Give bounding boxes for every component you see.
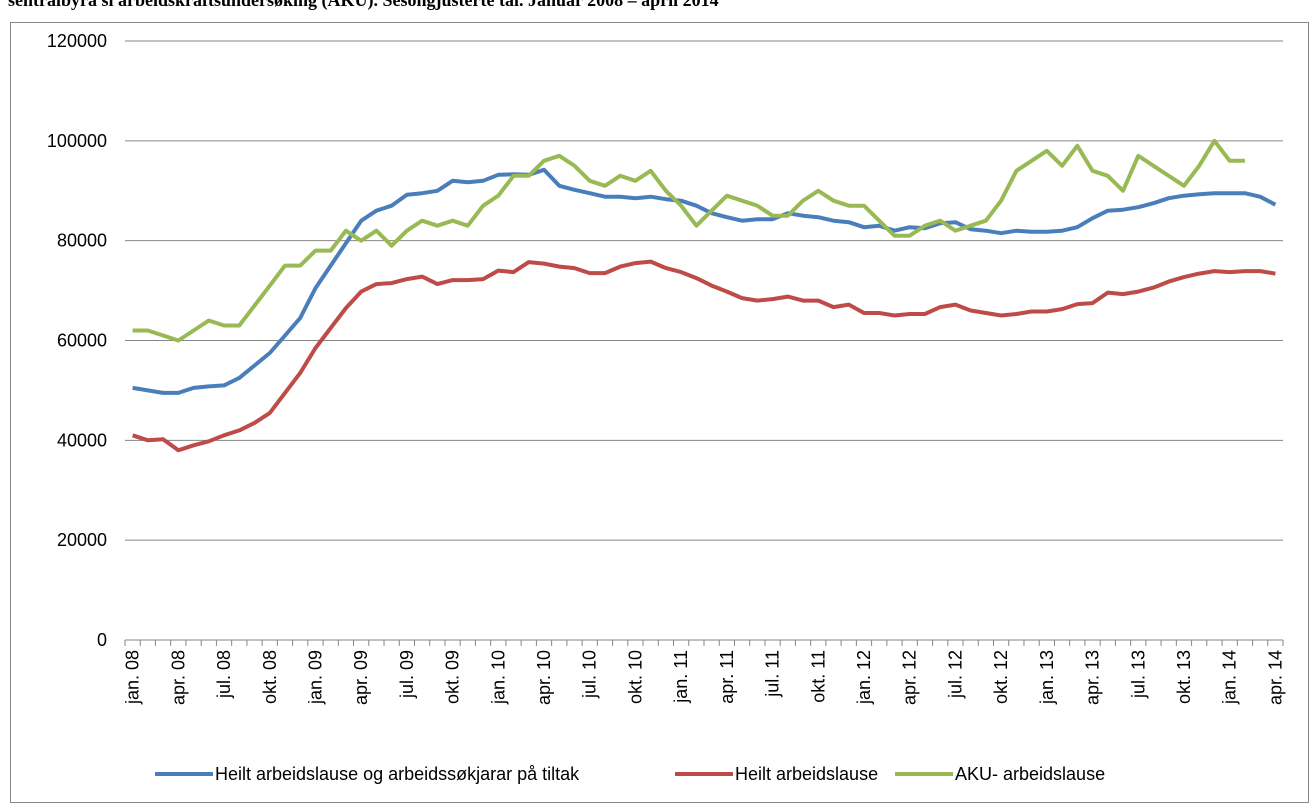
chart-frame <box>10 22 1309 803</box>
x-tick-label: jul. 11 <box>763 650 783 698</box>
y-tick-label: 80000 <box>57 231 107 251</box>
x-tick-label: jan. 14 <box>1220 650 1240 705</box>
x-tick-label: okt. 09 <box>443 650 463 704</box>
series-line <box>131 259 1276 453</box>
y-tick-label: 100000 <box>47 131 107 151</box>
y-tick-label: 40000 <box>57 430 107 450</box>
x-tick-label: jul. 10 <box>580 650 600 699</box>
x-tick-label: jan. 11 <box>671 650 691 704</box>
x-tick-label: okt. 10 <box>625 650 645 704</box>
legend-label: AKU- arbeidslause <box>955 764 1105 784</box>
legend-label: Heilt arbeidslause og arbeidssøkjarar på… <box>215 764 580 784</box>
y-tick-label: 0 <box>97 630 107 650</box>
x-tick-label: jul. 13 <box>1128 650 1148 699</box>
x-tick-label: apr. 12 <box>900 650 920 705</box>
series-line <box>132 138 1245 343</box>
x-tick-label: jan. 08 <box>123 650 143 705</box>
x-tick-label: jul. 08 <box>214 650 234 699</box>
x-tick-label: apr. 09 <box>351 650 371 705</box>
series-line <box>132 167 1277 395</box>
x-tick-label: okt. 12 <box>991 650 1011 704</box>
x-tick-label: apr. 08 <box>168 650 188 705</box>
x-tick-label: okt. 13 <box>1174 650 1194 704</box>
x-tick-label: jan. 10 <box>488 650 508 705</box>
x-tick-label: apr. 10 <box>534 650 554 705</box>
x-tick-label: apr. 14 <box>1265 650 1285 705</box>
x-tick-label: jan. 12 <box>854 650 874 705</box>
x-tick-label: jul. 09 <box>397 650 417 699</box>
legend-label: Heilt arbeidslause <box>735 764 878 784</box>
x-tick-label: okt. 08 <box>260 650 280 704</box>
x-tick-label: jan. 13 <box>1037 650 1057 705</box>
x-tick-label: jul. 12 <box>945 650 965 699</box>
y-tick-label: 60000 <box>57 331 107 351</box>
chart-title: sentralbyrå si arbeidskraftsundersøking … <box>8 0 719 11</box>
x-tick-label: okt. 11 <box>808 650 828 703</box>
x-tick-label: apr. 11 <box>717 650 737 704</box>
y-tick-label: 20000 <box>57 530 107 550</box>
x-tick-label: apr. 13 <box>1083 650 1103 705</box>
y-tick-label: 120000 <box>47 31 107 51</box>
x-tick-label: jan. 09 <box>305 650 325 705</box>
